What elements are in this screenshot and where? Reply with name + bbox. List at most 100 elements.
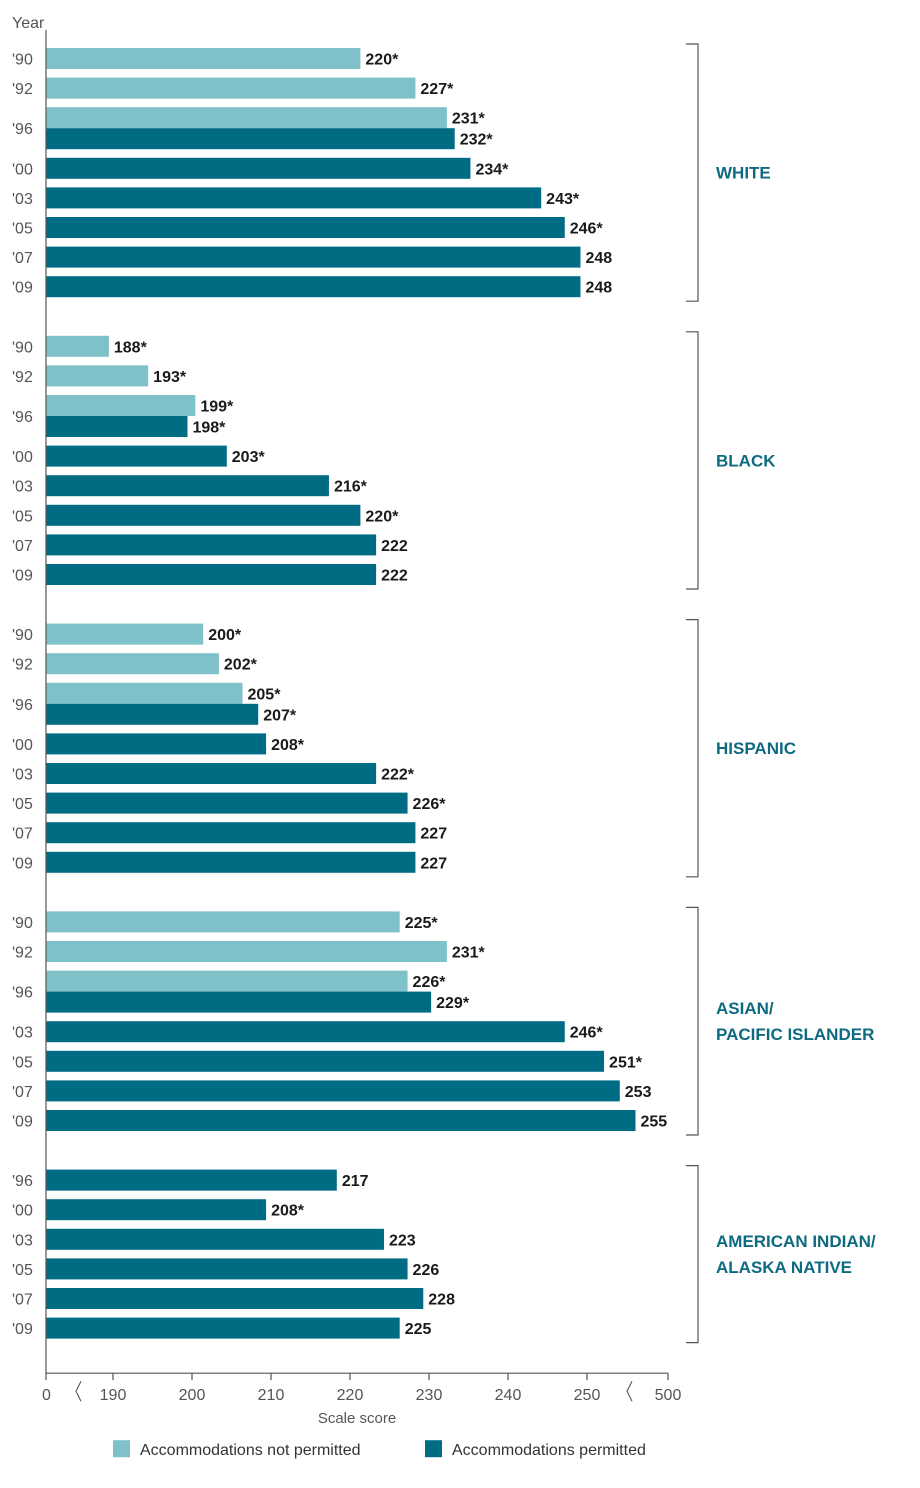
year-label: '96 xyxy=(12,697,33,714)
x-tick-label: 500 xyxy=(655,1387,682,1404)
group-4: '96 217 '00 208* '03 223 '05 226 '07 228 '09 225 AME… xyxy=(12,1165,876,1344)
legend-swatch-not-permitted xyxy=(113,1440,130,1458)
bar-accommodations-permitted xyxy=(46,1080,620,1102)
year-row: '03 246* xyxy=(12,1021,603,1043)
value-label: 232* xyxy=(460,132,494,149)
x-tick-label: 240 xyxy=(495,1387,522,1404)
year-row: '09 255 xyxy=(12,1110,667,1131)
axis-break-mark xyxy=(75,1380,82,1402)
group-label: BLACK xyxy=(716,451,776,470)
value-label: 253 xyxy=(625,1084,652,1101)
year-label: '90 xyxy=(12,627,33,644)
year-label: '92 xyxy=(12,369,33,386)
year-row: '09 225 xyxy=(12,1317,432,1339)
bar-accommodations-permitted xyxy=(46,1317,400,1339)
bar-accommodations-permitted xyxy=(46,763,377,784)
value-label: 188* xyxy=(114,339,148,356)
year-label: '92 xyxy=(12,657,33,674)
year-row: '05 246* xyxy=(12,217,603,238)
bar-accommodations-permitted xyxy=(46,1288,424,1309)
value-label: 207* xyxy=(263,707,297,724)
year-label: '07 xyxy=(12,826,33,843)
year-label: '00 xyxy=(12,1203,33,1220)
value-label: 225 xyxy=(405,1321,432,1338)
value-label: 222 xyxy=(381,538,408,555)
year-label: '07 xyxy=(12,1084,33,1101)
group-label: AMERICAN INDIAN/ xyxy=(716,1232,876,1251)
group-bracket xyxy=(686,906,699,1136)
x-tick-label: 230 xyxy=(416,1387,443,1404)
year-row: '92 231* xyxy=(12,941,486,962)
x-tick-label: 220 xyxy=(337,1387,364,1404)
value-label: 199* xyxy=(200,399,234,416)
bar-accommodations-permitted xyxy=(46,851,416,873)
value-label: 251* xyxy=(609,1054,643,1071)
bar-accommodations-permitted xyxy=(46,792,408,814)
value-label: 226* xyxy=(413,974,447,991)
value-label: 227 xyxy=(420,855,447,872)
legend-swatch-permitted xyxy=(425,1440,442,1458)
year-row: '07 228 xyxy=(12,1288,455,1309)
bar-accommodations-not-permitted xyxy=(46,970,408,992)
year-row: '00 203* xyxy=(12,445,266,467)
year-label: '03 xyxy=(12,191,33,208)
bar-accommodations-permitted xyxy=(46,187,542,209)
value-label: 216* xyxy=(334,479,368,496)
year-row: '07 227 xyxy=(12,822,447,844)
year-row: '03 223 xyxy=(12,1228,416,1250)
year-label: '05 xyxy=(12,1262,33,1279)
bar-accommodations-permitted xyxy=(46,1021,565,1043)
bar-accommodations-permitted xyxy=(46,445,227,467)
bar-accommodations-permitted xyxy=(46,128,455,150)
year-row: '92 193* xyxy=(12,365,187,387)
value-label: 229* xyxy=(436,995,470,1012)
x-tick-label: 250 xyxy=(574,1387,601,1404)
value-label: 231* xyxy=(452,945,486,962)
bar-accommodations-permitted xyxy=(46,534,377,556)
bar-accommodations-permitted xyxy=(46,416,188,437)
value-label: 223 xyxy=(389,1232,416,1249)
bar-accommodations-permitted xyxy=(46,246,581,268)
bar-accommodations-permitted xyxy=(46,1110,636,1131)
value-label: 203* xyxy=(232,449,266,466)
year-row: '03 222* xyxy=(12,763,415,784)
value-label: 193* xyxy=(153,369,187,386)
bar-accommodations-permitted xyxy=(46,564,377,585)
value-label: 226* xyxy=(413,796,447,813)
year-label: '09 xyxy=(12,1321,33,1338)
value-label: 205* xyxy=(248,686,282,703)
bar-accommodations-permitted xyxy=(46,217,565,238)
bar-accommodations-permitted xyxy=(46,157,471,179)
year-label: '96 xyxy=(12,121,33,138)
bar-accommodations-permitted xyxy=(46,733,267,755)
year-label: '96 xyxy=(12,409,33,426)
bar-accommodations-not-permitted xyxy=(46,911,400,933)
group-bracket xyxy=(686,1165,699,1344)
value-label: 217 xyxy=(342,1173,369,1190)
group-bracket xyxy=(686,331,699,590)
x-tick-label: 190 xyxy=(100,1387,127,1404)
value-label: 243* xyxy=(546,191,580,208)
year-row: '00 208* xyxy=(12,733,305,755)
group-label: ALASKA NATIVE xyxy=(716,1258,852,1277)
year-row: '09 248 xyxy=(12,276,612,298)
x-axis: 0 190 200 210 220 230 240 250 500 Scale score xyxy=(42,30,681,1427)
x-axis-title: Scale score xyxy=(318,1410,396,1427)
value-label: 255 xyxy=(641,1114,668,1131)
value-label: 227 xyxy=(420,826,447,843)
bar-accommodations-permitted xyxy=(46,991,432,1013)
value-label: 248 xyxy=(585,250,612,267)
year-row: '05 226* xyxy=(12,792,447,814)
year-row: '09 222 xyxy=(12,564,408,585)
year-label: '03 xyxy=(12,1025,33,1042)
bar-accommodations-permitted xyxy=(46,504,361,526)
year-label: '07 xyxy=(12,538,33,555)
bar-accommodations-not-permitted xyxy=(46,335,109,357)
group-label: HISPANIC xyxy=(716,739,796,758)
bar-accommodations-not-permitted xyxy=(46,77,416,99)
bar-accommodations-permitted xyxy=(46,1050,605,1072)
bar-accommodations-not-permitted xyxy=(46,941,447,962)
year-label: '92 xyxy=(12,945,33,962)
year-row: '92 227* xyxy=(12,77,454,99)
